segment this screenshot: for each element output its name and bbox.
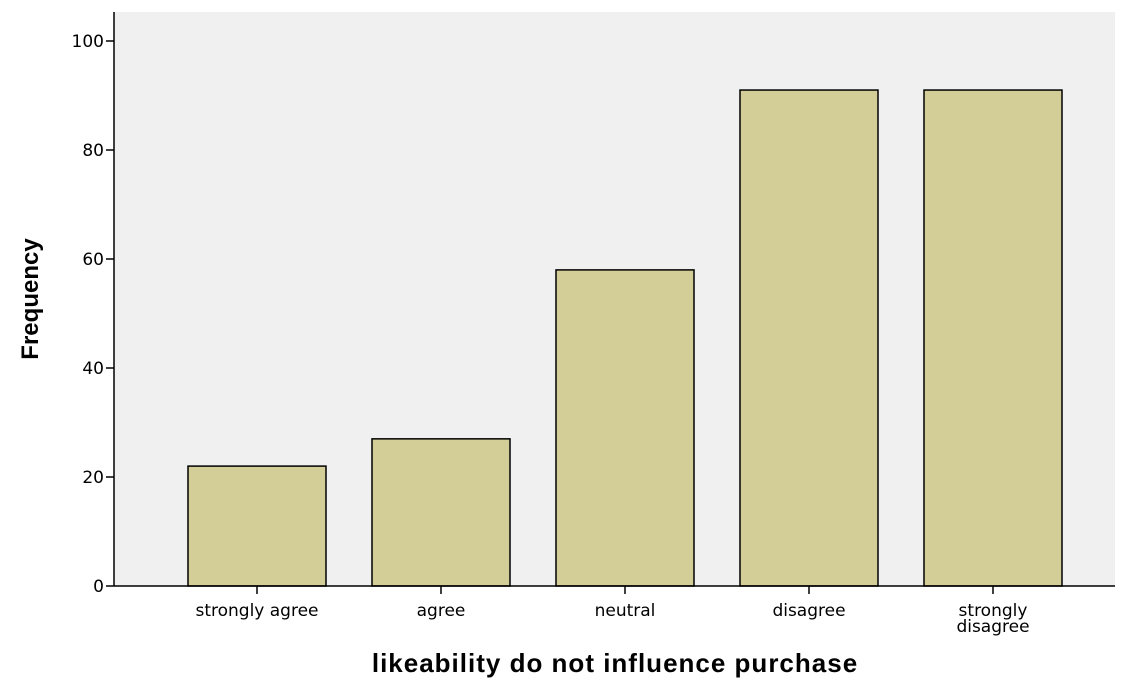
x-tick-label: strongly disagree [956, 601, 1029, 637]
x-axis-title: likeability do not influence purchase [372, 648, 858, 678]
y-tick-label: 0 [93, 577, 104, 597]
bar-strongly-agree [187, 465, 327, 587]
x-tick-label: disagree [772, 601, 845, 621]
x-tick-label: strongly agree [195, 601, 318, 621]
y-tick-label: 80 [82, 141, 104, 161]
y-tick-label: 40 [82, 359, 104, 379]
bar-agree [371, 438, 511, 587]
y-axis-title: Frequency [17, 238, 44, 360]
bar-disagree [739, 89, 879, 587]
x-ticks-group: strongly agree agree neutral disagree strong… [195, 586, 1030, 637]
bars-group [187, 89, 1063, 587]
x-tick-label: neutral [595, 601, 656, 621]
y-tick-label: 100 [72, 32, 104, 52]
y-tick-label: 20 [82, 468, 104, 488]
y-ticks-group: 0 20 40 60 80 100 [72, 32, 114, 597]
bar-neutral [555, 269, 695, 587]
y-tick-label: 60 [82, 250, 104, 270]
bar-strongly-disagree [923, 89, 1063, 587]
x-tick-label: agree [417, 601, 466, 621]
